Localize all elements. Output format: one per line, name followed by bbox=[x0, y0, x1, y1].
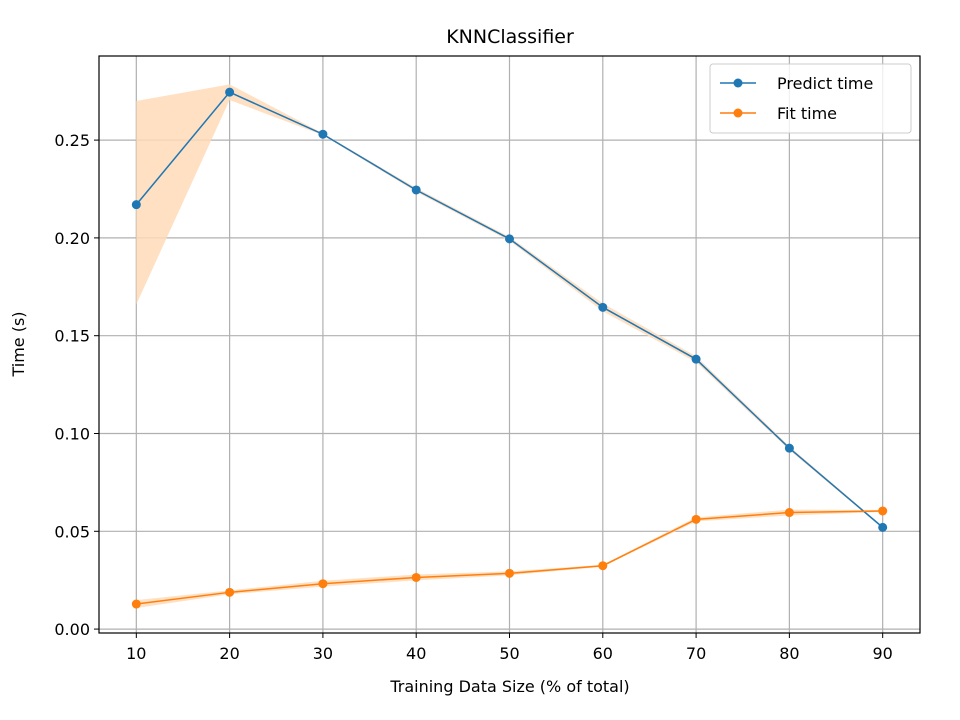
predict-time-point bbox=[878, 522, 888, 532]
legend: Predict time Fit time bbox=[709, 63, 912, 134]
fit-time-point bbox=[784, 508, 794, 518]
predict-time-point bbox=[225, 87, 235, 97]
y-tick-label: 0.25 bbox=[54, 131, 90, 150]
y-tick-label: 0.00 bbox=[54, 620, 90, 639]
predict-time-point bbox=[691, 354, 701, 364]
y-tick-label: 0.05 bbox=[54, 522, 90, 541]
predict-time-point bbox=[318, 129, 328, 139]
y-tick-label: 0.10 bbox=[54, 424, 90, 443]
x-tick-label: 30 bbox=[313, 644, 333, 663]
x-tick-label: 80 bbox=[779, 644, 799, 663]
fit-time-point bbox=[225, 587, 235, 597]
x-tick-label: 50 bbox=[499, 644, 519, 663]
x-axis-label: Training Data Size (% of total) bbox=[389, 677, 629, 696]
legend-marker-predict bbox=[733, 78, 743, 88]
fit-time-point bbox=[878, 506, 888, 516]
fit-time-point bbox=[318, 579, 328, 589]
y-tick-label: 0.20 bbox=[54, 229, 90, 248]
predict-time-point bbox=[784, 443, 794, 453]
x-ticks: 10 20 30 40 50 60 70 80 90 bbox=[126, 633, 893, 663]
y-axis-label: Time (s) bbox=[9, 311, 28, 377]
legend-label-fit: Fit time bbox=[777, 104, 837, 123]
chart-title: KNNClassifier bbox=[446, 26, 574, 48]
x-tick-label: 20 bbox=[219, 644, 239, 663]
fit-time-point bbox=[691, 514, 701, 524]
x-tick-label: 90 bbox=[873, 644, 893, 663]
x-tick-label: 70 bbox=[686, 644, 706, 663]
legend-box bbox=[709, 63, 912, 134]
x-tick-label: 10 bbox=[126, 644, 146, 663]
legend-label-predict: Predict time bbox=[777, 74, 873, 93]
predict-time-point bbox=[598, 302, 608, 312]
fit-time-point bbox=[131, 599, 141, 609]
predict-time-point bbox=[131, 200, 141, 210]
fit-time-point bbox=[505, 568, 514, 578]
y-ticks: 0.00 0.05 0.10 0.15 0.20 0.25 bbox=[54, 131, 99, 639]
fit-time-point bbox=[411, 572, 421, 582]
predict-time-band bbox=[136, 84, 883, 529]
predict-time-point bbox=[411, 185, 421, 195]
legend-marker-fit bbox=[733, 108, 743, 118]
fit-time-point bbox=[598, 561, 608, 571]
series-markers bbox=[131, 87, 888, 609]
y-tick-label: 0.15 bbox=[54, 327, 90, 346]
predict-time-point bbox=[505, 234, 514, 244]
x-tick-label: 60 bbox=[593, 644, 613, 663]
x-tick-label: 40 bbox=[406, 644, 426, 663]
